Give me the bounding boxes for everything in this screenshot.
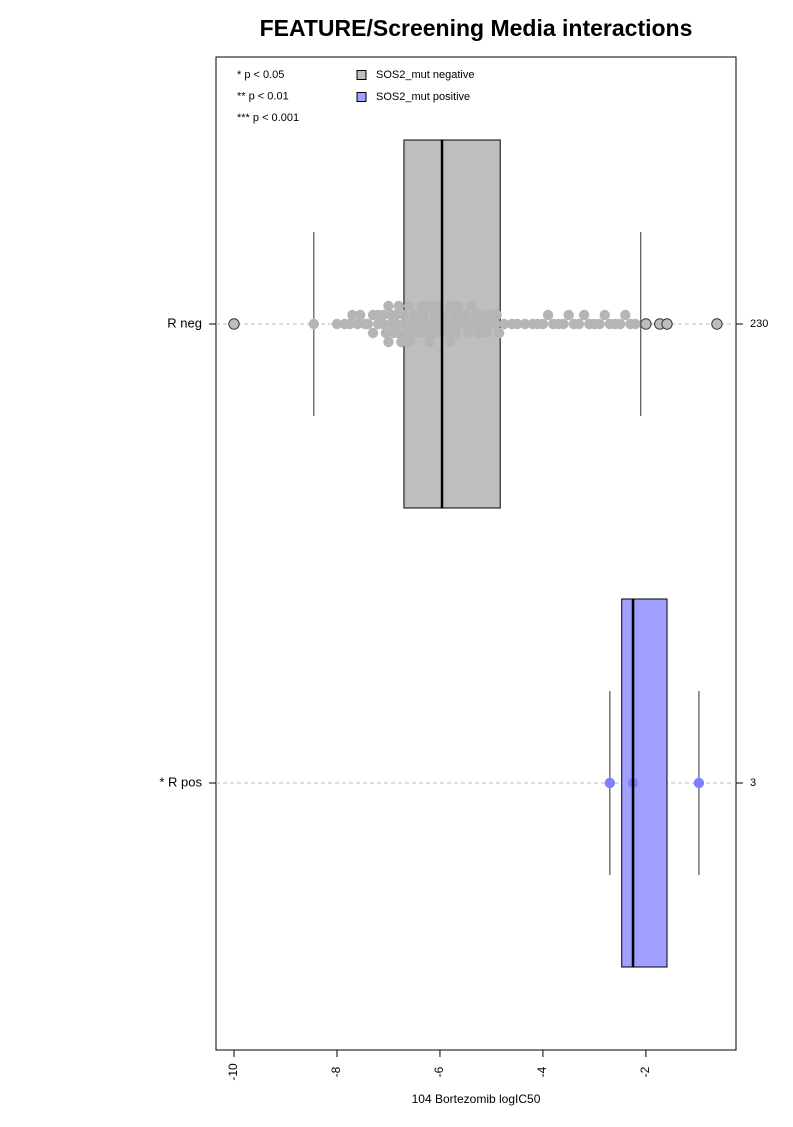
data-point — [442, 327, 453, 339]
data-point — [558, 318, 569, 330]
data-point — [424, 300, 435, 312]
data-point — [465, 300, 477, 312]
data-point — [478, 309, 489, 321]
x-tick-label: -4 — [535, 1066, 549, 1077]
chart-title: FEATURE/Screening Media interactions — [260, 15, 693, 41]
outlier — [661, 318, 673, 330]
data-point — [354, 309, 366, 321]
data-point — [414, 327, 425, 339]
data-point — [491, 309, 502, 321]
data-point — [390, 318, 402, 330]
data-point — [445, 300, 456, 312]
x-axis-label: 104 Bortezomib logIC50 — [412, 1092, 541, 1106]
data-point — [481, 327, 492, 339]
data-point — [393, 300, 404, 312]
data-point — [383, 336, 394, 348]
data-point — [429, 327, 441, 339]
data-point — [573, 318, 585, 330]
data-point — [620, 309, 631, 321]
data-point — [519, 318, 531, 330]
data-point — [488, 318, 500, 330]
data-point — [367, 327, 379, 339]
data-point — [390, 309, 402, 321]
data-point — [403, 336, 415, 348]
legend-label: SOS2_mut negative — [376, 69, 474, 81]
data-point — [393, 327, 404, 339]
data-point — [463, 327, 474, 339]
outlier — [640, 318, 652, 330]
data-point — [352, 318, 363, 330]
data-point — [427, 318, 438, 330]
data-point — [537, 318, 549, 330]
x-tick-label: -2 — [638, 1066, 652, 1077]
data-point — [403, 300, 415, 312]
legend-swatch — [356, 92, 367, 102]
outlier — [711, 318, 723, 330]
data-point — [452, 300, 464, 312]
data-point — [419, 309, 430, 321]
data-point — [419, 318, 430, 330]
data-point — [450, 327, 461, 339]
data-point — [470, 309, 482, 321]
data-point — [450, 309, 461, 321]
data-point — [599, 309, 610, 321]
data-point — [432, 300, 443, 312]
data-point — [473, 327, 484, 339]
data-point — [493, 327, 505, 339]
data-point — [460, 318, 471, 330]
data-point — [630, 318, 641, 330]
data-point — [604, 777, 616, 789]
data-point — [398, 318, 410, 330]
data-point — [401, 327, 412, 339]
count-label: 3 — [750, 777, 756, 789]
significance-note: * p < 0.05 — [237, 69, 284, 81]
x-tick-label: -10 — [226, 1063, 240, 1081]
data-point — [693, 777, 705, 789]
data-point — [475, 318, 487, 330]
legend-swatch — [356, 70, 367, 80]
outlier — [228, 318, 240, 330]
data-point — [594, 318, 605, 330]
data-point — [362, 318, 374, 330]
data-point — [468, 318, 479, 330]
data-point — [308, 318, 320, 330]
data-point — [396, 336, 407, 348]
data-point — [347, 309, 358, 321]
data-point — [578, 309, 590, 321]
data-point — [380, 327, 392, 339]
data-point — [542, 309, 554, 321]
data-point — [411, 318, 422, 330]
plot-frame — [215, 56, 737, 1051]
data-point — [447, 318, 459, 330]
legend-label: SOS2_mut positive — [376, 91, 470, 103]
data-point — [398, 309, 410, 321]
data-point — [416, 300, 428, 312]
significance-note: *** p < 0.001 — [237, 112, 299, 124]
data-point — [378, 318, 389, 330]
y-tick-label: R neg — [167, 315, 202, 330]
data-point — [511, 318, 523, 330]
data-point — [614, 318, 626, 330]
data-point — [378, 309, 389, 321]
data-point — [563, 309, 574, 321]
count-label: 230 — [750, 318, 768, 330]
data-point — [383, 300, 394, 312]
data-point — [424, 336, 435, 348]
data-point — [445, 336, 456, 348]
data-point — [331, 318, 343, 330]
y-tick-label: * R pos — [159, 774, 202, 789]
x-tick-label: -6 — [432, 1066, 446, 1077]
data-point — [499, 318, 510, 330]
data-point — [460, 309, 471, 321]
x-tick-label: -8 — [329, 1066, 343, 1077]
data-point — [421, 327, 433, 339]
significance-note: ** p < 0.01 — [237, 90, 289, 102]
data-point — [344, 318, 356, 330]
